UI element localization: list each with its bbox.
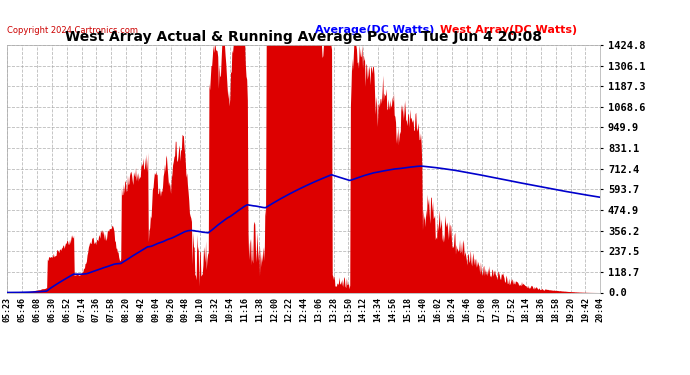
Text: West Array(DC Watts): West Array(DC Watts)	[440, 25, 578, 35]
Text: Copyright 2024 Cartronics.com: Copyright 2024 Cartronics.com	[7, 26, 138, 35]
Title: West Array Actual & Running Average Power Tue Jun 4 20:08: West Array Actual & Running Average Powe…	[65, 30, 542, 44]
Text: Average(DC Watts): Average(DC Watts)	[315, 25, 435, 35]
